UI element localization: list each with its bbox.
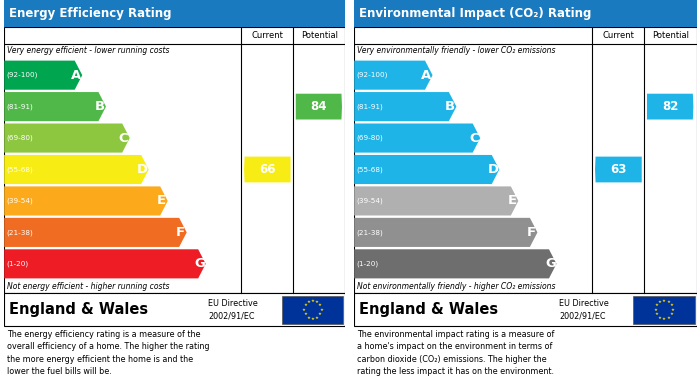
Polygon shape: [595, 157, 642, 182]
Text: F: F: [526, 226, 536, 239]
Bar: [4, 293, 345, 326]
Polygon shape: [354, 92, 456, 121]
Text: E: E: [157, 194, 166, 208]
Text: B: B: [445, 100, 455, 113]
Text: Very environmentally friendly - lower CO₂ emissions: Very environmentally friendly - lower CO…: [357, 46, 555, 56]
Text: ★: ★: [303, 312, 307, 316]
Text: Current: Current: [602, 31, 634, 40]
Text: (92-100): (92-100): [6, 72, 38, 79]
Bar: [354, 27, 696, 293]
Text: (81-91): (81-91): [6, 103, 33, 110]
Polygon shape: [354, 218, 538, 247]
Text: ★: ★: [319, 308, 323, 312]
Text: ★: ★: [315, 300, 319, 304]
Text: ★: ★: [307, 300, 310, 304]
Text: D: D: [137, 163, 148, 176]
Text: Current: Current: [251, 31, 283, 40]
Text: 84: 84: [311, 100, 327, 113]
Text: (21-38): (21-38): [356, 229, 383, 236]
Text: Environmental Impact (CO₂) Rating: Environmental Impact (CO₂) Rating: [358, 7, 591, 20]
Text: (55-68): (55-68): [6, 166, 33, 173]
Text: ★: ★: [302, 308, 306, 312]
Text: EU Directive
2002/91/EC: EU Directive 2002/91/EC: [559, 300, 609, 320]
Text: ★: ★: [669, 303, 673, 307]
Text: ★: ★: [666, 300, 670, 304]
Text: ★: ★: [662, 299, 666, 303]
Polygon shape: [4, 92, 106, 121]
Text: Energy Efficiency Rating: Energy Efficiency Rating: [8, 7, 171, 20]
Text: ★: ★: [658, 300, 662, 304]
Text: (69-80): (69-80): [356, 135, 383, 141]
Polygon shape: [296, 94, 342, 120]
Text: The environmental impact rating is a measure of
a home's impact on the environme: The environmental impact rating is a mea…: [357, 330, 554, 376]
Text: (55-68): (55-68): [356, 166, 383, 173]
Text: ★: ★: [669, 312, 673, 316]
Polygon shape: [354, 187, 519, 215]
Text: (1-20): (1-20): [6, 260, 29, 267]
Text: ★: ★: [666, 316, 670, 319]
Text: D: D: [488, 163, 498, 176]
Text: ★: ★: [311, 299, 314, 303]
Text: ★: ★: [311, 317, 314, 321]
Polygon shape: [647, 94, 694, 120]
Text: (81-91): (81-91): [356, 103, 383, 110]
Text: C: C: [469, 131, 479, 145]
Text: E: E: [508, 194, 517, 208]
Text: ★: ★: [307, 316, 310, 319]
Polygon shape: [354, 124, 480, 152]
Text: A: A: [71, 69, 81, 82]
Text: (92-100): (92-100): [356, 72, 388, 79]
Text: (39-54): (39-54): [356, 198, 383, 204]
Text: (1-20): (1-20): [356, 260, 379, 267]
Text: ★: ★: [318, 312, 322, 316]
Bar: [4, 0, 345, 27]
Polygon shape: [4, 61, 82, 90]
Polygon shape: [354, 61, 433, 90]
Bar: [354, 293, 696, 326]
Polygon shape: [354, 249, 556, 278]
Text: ★: ★: [658, 316, 662, 319]
Polygon shape: [4, 187, 168, 215]
Text: B: B: [94, 100, 105, 113]
Text: The energy efficiency rating is a measure of the
overall efficiency of a home. T: The energy efficiency rating is a measur…: [7, 330, 209, 376]
Text: England & Wales: England & Wales: [358, 302, 498, 317]
Text: ★: ★: [662, 317, 666, 321]
Text: C: C: [119, 131, 128, 145]
Text: Very energy efficient - lower running costs: Very energy efficient - lower running co…: [7, 46, 169, 56]
Text: ★: ★: [653, 308, 657, 312]
Text: ★: ★: [315, 316, 319, 319]
Polygon shape: [4, 155, 148, 184]
Polygon shape: [244, 157, 290, 182]
Text: 66: 66: [259, 163, 276, 176]
Text: ★: ★: [303, 303, 307, 307]
Text: ★: ★: [671, 308, 675, 312]
Text: ★: ★: [654, 303, 659, 307]
Text: G: G: [194, 257, 205, 270]
Text: 82: 82: [662, 100, 678, 113]
Text: Potential: Potential: [652, 31, 689, 40]
Text: ★: ★: [654, 312, 659, 316]
Bar: [282, 296, 344, 324]
Text: F: F: [176, 226, 185, 239]
Text: EU Directive
2002/91/EC: EU Directive 2002/91/EC: [209, 300, 258, 320]
Text: (21-38): (21-38): [6, 229, 33, 236]
Text: A: A: [421, 69, 431, 82]
Polygon shape: [354, 155, 499, 184]
Bar: [354, 0, 696, 27]
Text: England & Wales: England & Wales: [8, 302, 148, 317]
Text: (39-54): (39-54): [6, 198, 33, 204]
Polygon shape: [4, 218, 187, 247]
Text: ★: ★: [318, 303, 322, 307]
Polygon shape: [4, 124, 130, 152]
Polygon shape: [4, 249, 206, 278]
Text: Not environmentally friendly - higher CO₂ emissions: Not environmentally friendly - higher CO…: [357, 282, 555, 291]
Text: (69-80): (69-80): [6, 135, 33, 141]
Text: Not energy efficient - higher running costs: Not energy efficient - higher running co…: [7, 282, 169, 291]
Text: G: G: [545, 257, 556, 270]
Text: Potential: Potential: [300, 31, 337, 40]
Text: 63: 63: [610, 163, 626, 176]
Bar: [633, 296, 695, 324]
Bar: [4, 27, 345, 293]
